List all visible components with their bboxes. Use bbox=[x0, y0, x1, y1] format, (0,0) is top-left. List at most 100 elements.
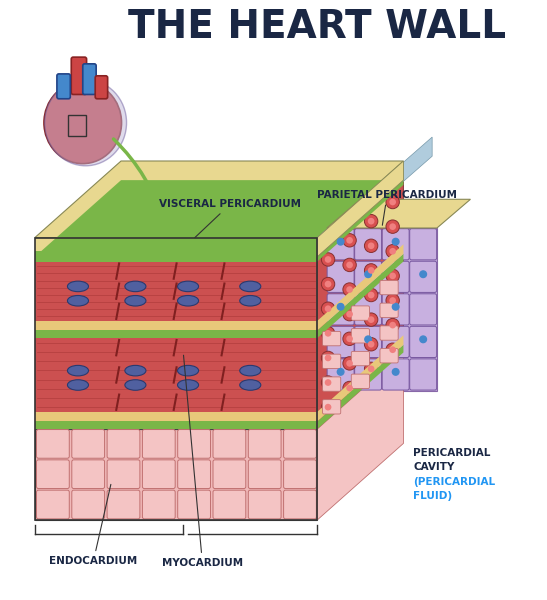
Ellipse shape bbox=[67, 281, 89, 292]
Circle shape bbox=[343, 258, 356, 272]
Circle shape bbox=[389, 322, 396, 328]
Circle shape bbox=[343, 283, 356, 296]
Circle shape bbox=[343, 233, 356, 247]
Circle shape bbox=[343, 332, 356, 346]
Circle shape bbox=[386, 294, 399, 307]
Circle shape bbox=[337, 368, 344, 375]
Circle shape bbox=[346, 335, 353, 342]
Circle shape bbox=[368, 242, 375, 249]
Circle shape bbox=[321, 400, 335, 414]
FancyBboxPatch shape bbox=[354, 261, 382, 292]
FancyBboxPatch shape bbox=[351, 352, 369, 366]
Text: PERICARDIAL: PERICARDIAL bbox=[413, 448, 490, 458]
Circle shape bbox=[368, 292, 375, 298]
Circle shape bbox=[392, 368, 399, 375]
Circle shape bbox=[364, 313, 378, 326]
Polygon shape bbox=[35, 257, 317, 262]
FancyBboxPatch shape bbox=[351, 306, 369, 320]
Circle shape bbox=[364, 264, 378, 277]
FancyBboxPatch shape bbox=[72, 490, 104, 519]
Ellipse shape bbox=[178, 295, 199, 306]
FancyBboxPatch shape bbox=[354, 294, 382, 325]
FancyBboxPatch shape bbox=[351, 374, 369, 388]
Circle shape bbox=[321, 351, 335, 365]
FancyBboxPatch shape bbox=[382, 359, 409, 390]
Text: (PERICARDIAL: (PERICARDIAL bbox=[413, 476, 495, 487]
Circle shape bbox=[325, 330, 331, 337]
FancyBboxPatch shape bbox=[107, 490, 140, 519]
Bar bbox=[68, 115, 86, 136]
Circle shape bbox=[389, 272, 396, 279]
FancyBboxPatch shape bbox=[380, 303, 398, 317]
FancyBboxPatch shape bbox=[107, 460, 140, 488]
Ellipse shape bbox=[45, 80, 126, 166]
Text: PARIETAL PERICARDIUM: PARIETAL PERICARDIUM bbox=[317, 190, 457, 225]
Circle shape bbox=[343, 382, 356, 395]
FancyBboxPatch shape bbox=[351, 329, 369, 343]
Circle shape bbox=[325, 379, 331, 386]
Circle shape bbox=[325, 281, 331, 287]
FancyBboxPatch shape bbox=[327, 359, 354, 390]
Circle shape bbox=[368, 316, 375, 323]
Polygon shape bbox=[317, 345, 404, 429]
FancyBboxPatch shape bbox=[283, 430, 316, 458]
FancyBboxPatch shape bbox=[178, 490, 211, 519]
Polygon shape bbox=[317, 161, 404, 257]
FancyBboxPatch shape bbox=[323, 377, 341, 391]
Text: THE HEART WALL: THE HEART WALL bbox=[128, 8, 507, 46]
Circle shape bbox=[343, 356, 356, 370]
FancyBboxPatch shape bbox=[323, 400, 341, 414]
Circle shape bbox=[325, 256, 331, 263]
Circle shape bbox=[389, 297, 396, 304]
Polygon shape bbox=[35, 251, 317, 257]
Polygon shape bbox=[317, 335, 404, 421]
FancyBboxPatch shape bbox=[213, 490, 246, 519]
FancyBboxPatch shape bbox=[354, 229, 382, 260]
FancyBboxPatch shape bbox=[57, 74, 71, 99]
FancyBboxPatch shape bbox=[142, 490, 175, 519]
Circle shape bbox=[325, 305, 331, 312]
Circle shape bbox=[386, 245, 399, 258]
Ellipse shape bbox=[125, 365, 146, 376]
Circle shape bbox=[337, 304, 344, 310]
FancyBboxPatch shape bbox=[410, 229, 437, 260]
Polygon shape bbox=[327, 228, 437, 391]
Circle shape bbox=[321, 302, 335, 316]
FancyBboxPatch shape bbox=[142, 460, 175, 488]
Circle shape bbox=[346, 262, 353, 268]
FancyBboxPatch shape bbox=[410, 326, 437, 358]
FancyBboxPatch shape bbox=[178, 430, 211, 458]
Circle shape bbox=[386, 220, 399, 233]
Circle shape bbox=[321, 277, 335, 291]
FancyBboxPatch shape bbox=[382, 326, 409, 358]
Polygon shape bbox=[35, 321, 317, 331]
Polygon shape bbox=[317, 254, 404, 338]
FancyBboxPatch shape bbox=[382, 294, 409, 325]
Polygon shape bbox=[35, 161, 404, 238]
FancyBboxPatch shape bbox=[410, 359, 437, 390]
FancyBboxPatch shape bbox=[37, 460, 69, 488]
Circle shape bbox=[368, 267, 375, 274]
Circle shape bbox=[389, 199, 396, 205]
Polygon shape bbox=[317, 180, 404, 429]
FancyBboxPatch shape bbox=[283, 460, 316, 488]
Circle shape bbox=[368, 341, 375, 347]
Circle shape bbox=[364, 214, 378, 228]
Circle shape bbox=[343, 307, 356, 321]
FancyBboxPatch shape bbox=[71, 57, 86, 94]
Polygon shape bbox=[327, 199, 470, 228]
Ellipse shape bbox=[178, 281, 199, 292]
FancyBboxPatch shape bbox=[213, 430, 246, 458]
Circle shape bbox=[365, 271, 371, 278]
Circle shape bbox=[346, 360, 353, 367]
Circle shape bbox=[364, 289, 378, 302]
FancyBboxPatch shape bbox=[382, 261, 409, 292]
FancyBboxPatch shape bbox=[178, 460, 211, 488]
Circle shape bbox=[386, 343, 399, 356]
Polygon shape bbox=[35, 421, 317, 429]
Circle shape bbox=[389, 223, 396, 230]
Ellipse shape bbox=[178, 365, 199, 376]
Circle shape bbox=[346, 286, 353, 293]
FancyBboxPatch shape bbox=[283, 490, 316, 519]
Ellipse shape bbox=[240, 295, 261, 306]
